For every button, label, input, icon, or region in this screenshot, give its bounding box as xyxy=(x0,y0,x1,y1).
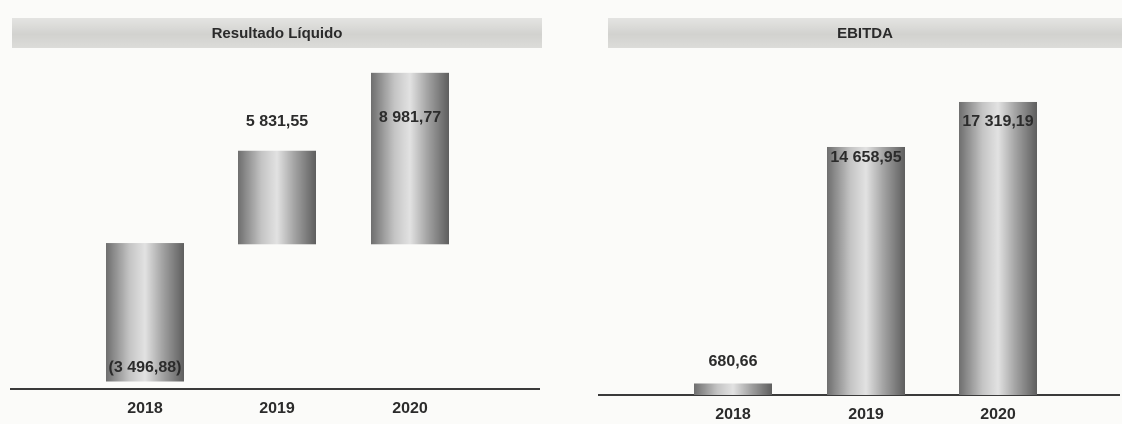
chart-ebitda: EBITDA 680,66 2018 14 658,95 2019 17 319,19 2… xyxy=(590,0,1122,424)
chart-resultado-liquido: Resultado Líquido (3 496,88) 2018 5 831,55… xyxy=(0,0,560,424)
data-label-2020: 8 981,77 xyxy=(379,109,441,126)
x-tick-label-2019: 2019 xyxy=(848,406,884,423)
bar-2020 xyxy=(371,72,449,245)
bar-2020 xyxy=(959,101,1037,395)
chart-title: EBITDA xyxy=(608,18,1122,48)
chart-plot-area: (3 496,88) 2018 5 831,55 2019 8 981,77 2020 xyxy=(10,72,540,417)
x-tick-label-2018: 2018 xyxy=(715,406,751,423)
data-label-2019: 5 831,55 xyxy=(246,113,308,130)
bar-2019 xyxy=(238,150,316,245)
chart-plot-area: 680,66 2018 14 658,95 2019 17 319,19 2020 xyxy=(598,101,1120,423)
bar-2018 xyxy=(694,383,772,395)
x-tick-label-2020: 2020 xyxy=(392,400,428,417)
data-label-2018: (3 496,88) xyxy=(109,359,182,376)
chart-title: Resultado Líquido xyxy=(12,18,542,48)
bar-2018 xyxy=(106,243,184,382)
data-label-2018: 680,66 xyxy=(709,353,758,370)
bar-2019 xyxy=(827,146,905,395)
data-label-2019: 14 658,95 xyxy=(830,149,901,166)
x-tick-label-2018: 2018 xyxy=(127,400,163,417)
x-tick-label-2019: 2019 xyxy=(259,400,295,417)
x-tick-label-2020: 2020 xyxy=(980,406,1016,423)
data-label-2020: 17 319,19 xyxy=(962,113,1033,130)
